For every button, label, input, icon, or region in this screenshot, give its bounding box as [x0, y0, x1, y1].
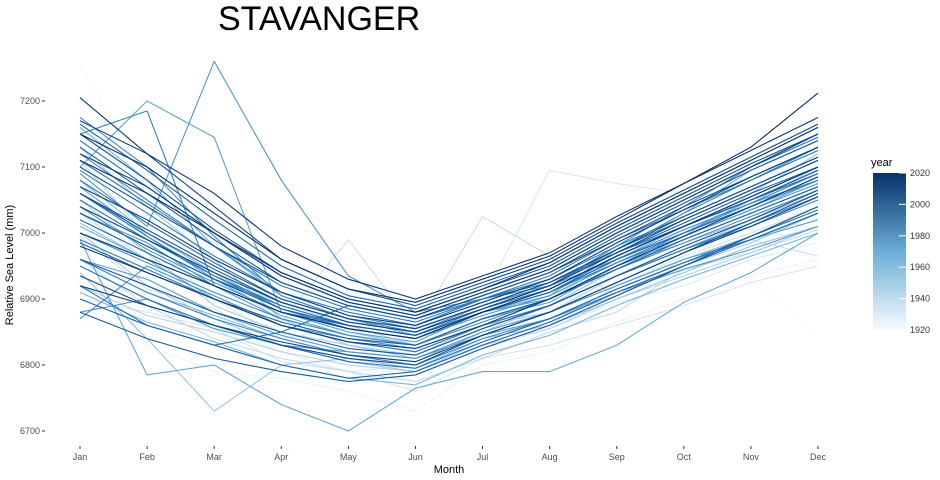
series-line-1972	[79, 232, 819, 432]
legend-tick-label: 1960	[910, 262, 930, 272]
chart-title: STAVANGER	[218, 0, 420, 38]
series-line-2008	[79, 189, 819, 356]
legend-tick-label: 2000	[910, 199, 930, 209]
x-tick-label: Jan	[73, 452, 88, 462]
series-line-2014	[79, 133, 819, 317]
series-line-1937	[79, 265, 819, 392]
y-tick-label: 6800	[20, 360, 40, 370]
series-line-2005	[79, 206, 819, 383]
x-tick-label: Oct	[677, 452, 692, 462]
series-line-1984	[79, 189, 819, 346]
y-tick-label: 6900	[20, 294, 40, 304]
series-line-2013	[79, 196, 819, 363]
series-line-2007	[79, 146, 819, 320]
series-line-2011	[79, 120, 819, 307]
y-axis: 6700 6800 6900 7000 7100 7200	[20, 96, 45, 436]
x-tick-label: Mar	[206, 452, 222, 462]
series-line-1978	[79, 186, 819, 346]
series-line-2019	[79, 126, 819, 313]
series-line-2016	[79, 176, 819, 350]
series-line-1966	[79, 232, 819, 386]
x-tick-label: Dec	[810, 452, 827, 462]
legend-ticks: 1920 1940 1960 1980 2000 2020	[899, 168, 930, 335]
series-line-1979	[79, 225, 819, 359]
y-tick-label: 7000	[20, 228, 40, 238]
x-tick-label: Feb	[139, 452, 155, 462]
series-line-2018	[79, 166, 819, 340]
x-tick-label: Jun	[408, 452, 423, 462]
legend-tick-label: 2020	[910, 168, 930, 178]
y-tick-label: 7100	[20, 162, 40, 172]
series-line-1976	[79, 219, 819, 359]
x-axis: Jan Feb Mar Apr May Jun Jul Aug Sep Oct Nov Dec	[73, 446, 827, 462]
x-tick-label: Aug	[542, 452, 558, 462]
x-tick-label: Sep	[609, 452, 625, 462]
y-tick-label: 6700	[20, 426, 40, 436]
series-lines	[79, 60, 819, 432]
series-line-2002	[79, 186, 819, 346]
legend-title: year	[871, 157, 893, 169]
series-line-1996	[79, 209, 819, 369]
series-line-2012	[79, 159, 819, 333]
x-tick-label: Nov	[743, 452, 760, 462]
series-line-2015	[79, 146, 819, 326]
series-line-1958	[79, 225, 819, 412]
y-axis-title: Relative Sea Level (mm)	[4, 205, 16, 325]
year-colorbar-legend: year 1920 1940 1960 1980 2000 2020	[871, 157, 930, 335]
series-line-2009	[79, 156, 819, 330]
legend-tick-label: 1940	[910, 294, 930, 304]
series-line-2020	[79, 92, 819, 303]
x-tick-label: May	[340, 452, 358, 462]
x-axis-title: Month	[434, 464, 465, 476]
legend-tick-label: 1920	[910, 325, 930, 335]
legend-tick-label: 1980	[910, 231, 930, 241]
series-line-1992	[79, 149, 819, 323]
x-tick-label: Apr	[274, 452, 288, 462]
legend-colorbar	[873, 173, 906, 330]
y-tick-label: 7200	[20, 96, 40, 106]
x-tick-label: Jul	[477, 452, 489, 462]
